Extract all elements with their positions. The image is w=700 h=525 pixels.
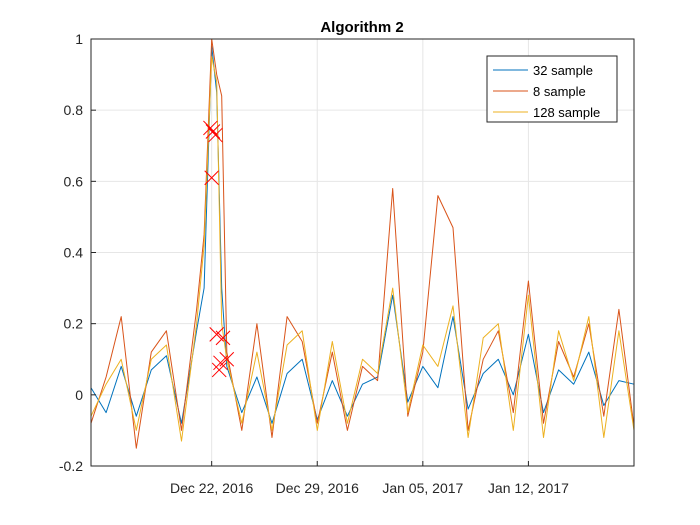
x-marker-stroke [208,127,223,143]
x-marker-stroke [211,362,227,378]
x-marker-stroke [215,330,231,346]
x-tick-label: Jan 12, 2017 [488,480,569,496]
y-tick-label: 0.6 [64,173,84,189]
series-lines [90,38,635,449]
legend: 32 sample 8 sample 128 sample [486,55,618,123]
x-marker [208,127,223,143]
x-marker-stroke [203,120,218,136]
y-tick-label: 0.4 [64,245,84,261]
marker-points [203,120,235,378]
y-tick-label: -0.2 [59,458,83,474]
x-marker [203,120,218,136]
x-marker [205,124,221,139]
x-tick-label: Jan 05, 2017 [382,480,463,496]
y-tick-label: 0.2 [64,316,84,332]
x-marker-stroke [209,326,225,342]
x-marker-stroke [213,355,228,371]
legend-label-1: 32 sample [533,63,593,78]
y-tick-label: 0.8 [64,102,84,118]
x-marker-stroke [204,170,220,186]
series-line-3 [90,56,635,442]
y-tick-label: 1 [75,31,83,47]
x-marker [204,170,220,186]
x-tick-label: Dec 22, 2016 [170,480,253,496]
x-marker [213,355,228,371]
x-marker [215,330,231,346]
legend-label-3: 128 sample [533,105,600,120]
series-line-2 [90,38,635,449]
x-marker [211,362,227,378]
x-tick-label: Dec 29, 2016 [276,480,359,496]
legend-label-2: 8 sample [533,84,586,99]
chart-title: Algorithm 2 [320,19,403,36]
y-tick-label: 0 [75,387,83,403]
x-marker-stroke [205,124,221,139]
legend-box [486,55,618,123]
grid-lines [91,38,634,467]
series-line-1 [90,45,635,424]
axis-ticks: -0.2 0 0.2 0.4 0.6 0.8 1 Dec 22, 2016 Dec 29, 20… [59,31,569,496]
